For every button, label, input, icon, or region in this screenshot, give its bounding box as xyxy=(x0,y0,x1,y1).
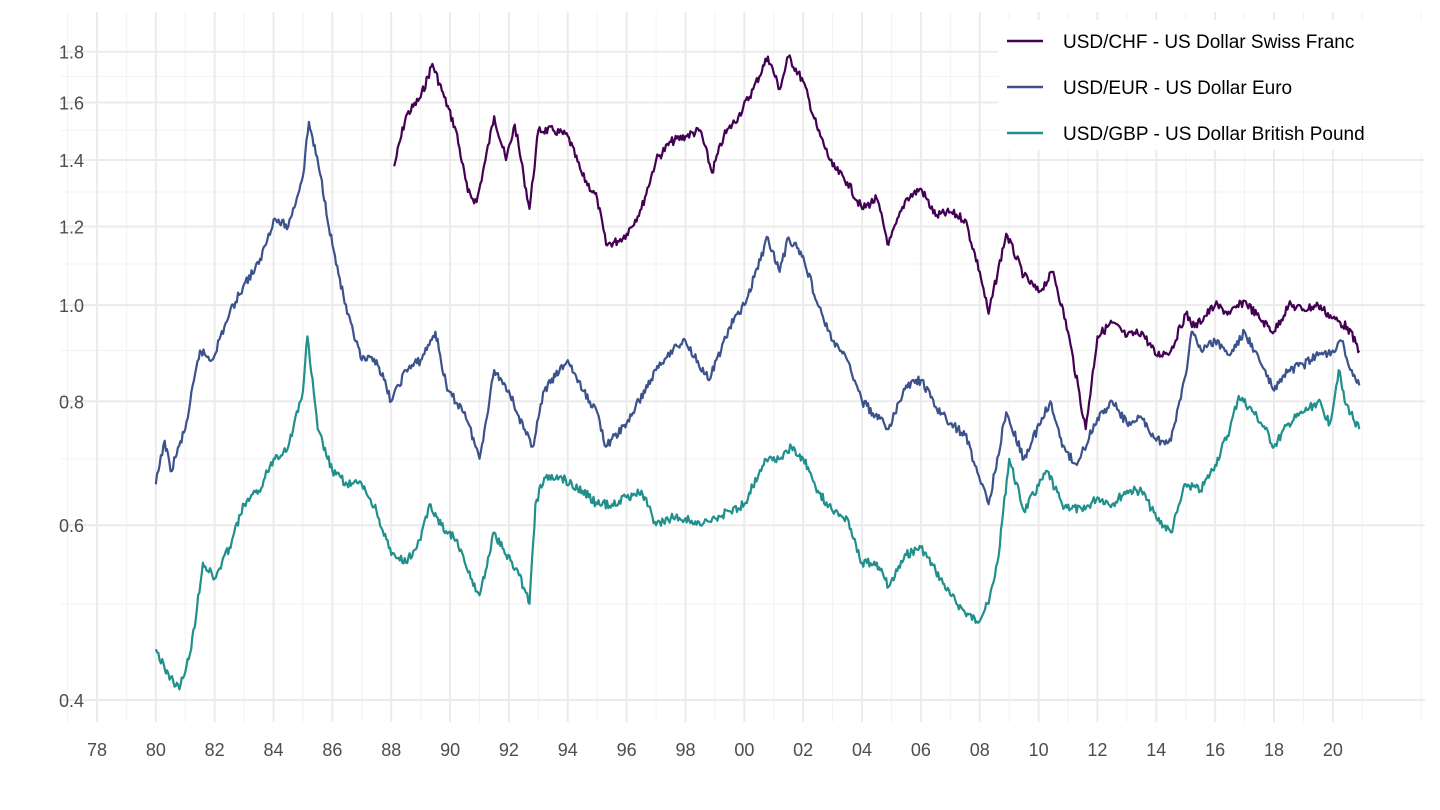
y-tick-label: 0.8 xyxy=(59,392,84,412)
x-tick-label: 02 xyxy=(793,740,813,760)
legend-label: USD/CHF - US Dollar Swiss Franc xyxy=(1063,32,1354,53)
legend-label: USD/EUR - US Dollar Euro xyxy=(1063,78,1292,99)
series-line-usd-eur xyxy=(154,120,1361,506)
x-tick-label: 94 xyxy=(558,740,578,760)
x-tick-label: 08 xyxy=(970,740,990,760)
x-tick-label: 16 xyxy=(1205,740,1225,760)
x-tick-label: 20 xyxy=(1323,740,1343,760)
y-tick-label: 1.6 xyxy=(59,94,84,114)
x-tick-label: 82 xyxy=(205,740,225,760)
legend-label: USD/GBP - US Dollar British Pound xyxy=(1063,124,1365,145)
y-axis-ticks: 0.4 0.6 0.8 1.0 1.2 1.4 1.6 1.8 xyxy=(59,43,84,711)
x-tick-label: 18 xyxy=(1264,740,1284,760)
x-tick-label: 04 xyxy=(852,740,872,760)
x-tick-label: 14 xyxy=(1146,740,1166,760)
x-tick-label: 90 xyxy=(440,740,460,760)
x-tick-label: 96 xyxy=(617,740,637,760)
grid xyxy=(60,12,1425,722)
x-tick-label: 12 xyxy=(1087,740,1107,760)
series-lines xyxy=(154,54,1361,691)
y-tick-label: 1.4 xyxy=(59,151,84,171)
series-line-usd-chf xyxy=(393,54,1361,431)
y-tick-label: 1.0 xyxy=(59,296,84,316)
x-axis-ticks: 78 80 82 84 86 88 90 92 94 96 98 00 02 04 06 08 10 12 14 16… xyxy=(87,740,1343,760)
y-tick-label: 0.6 xyxy=(59,516,84,536)
x-tick-label: 88 xyxy=(381,740,401,760)
y-tick-label: 0.4 xyxy=(59,691,84,711)
x-tick-label: 78 xyxy=(87,740,107,760)
x-tick-label: 00 xyxy=(734,740,754,760)
x-tick-label: 92 xyxy=(499,740,519,760)
x-tick-label: 86 xyxy=(322,740,342,760)
y-tick-label: 1.2 xyxy=(59,217,84,237)
x-tick-label: 10 xyxy=(1029,740,1049,760)
x-tick-label: 98 xyxy=(675,740,695,760)
y-tick-label: 1.8 xyxy=(59,43,84,63)
series-line-usd-gbp xyxy=(154,335,1361,691)
x-tick-label: 80 xyxy=(146,740,166,760)
legend: USD/CHF - US Dollar Swiss Franc USD/EUR -… xyxy=(998,20,1428,150)
x-tick-label: 06 xyxy=(911,740,931,760)
legend-background xyxy=(998,20,1428,150)
x-tick-label: 84 xyxy=(264,740,284,760)
